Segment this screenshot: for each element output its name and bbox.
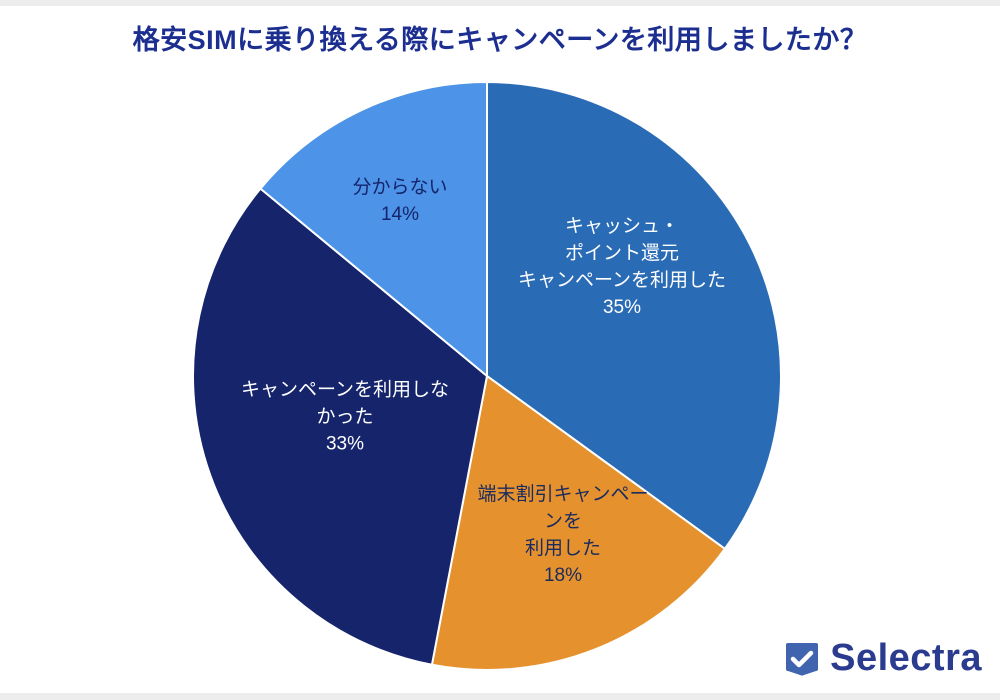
selectra-logo-text: Selectra <box>830 637 982 679</box>
selectra-check-icon <box>786 642 819 676</box>
pie-slice-1 <box>430 375 726 671</box>
pie-slice-0 <box>486 81 782 550</box>
pie-slice-3 <box>259 81 488 377</box>
bottom-border <box>0 693 1000 700</box>
selectra-logo: Selectra <box>784 637 982 680</box>
top-border <box>0 0 1000 6</box>
chart-title: 格安SIMに乗り換える際にキャンペーンを利用しましたか？ <box>132 25 868 55</box>
pie-slice-2 <box>192 187 488 666</box>
